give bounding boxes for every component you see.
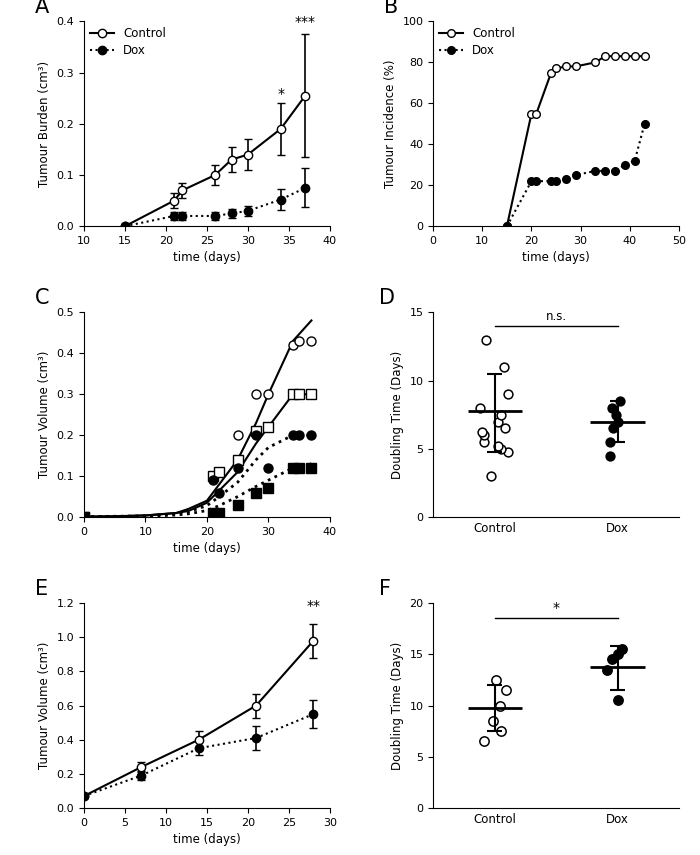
- Point: [479, 734, 490, 748]
- Point: [487, 714, 498, 728]
- Point: [612, 415, 624, 428]
- Point: [492, 415, 503, 428]
- Text: C: C: [35, 288, 49, 308]
- Y-axis label: Doubling Time (Days): Doubling Time (Days): [391, 351, 404, 479]
- Text: *: *: [552, 601, 559, 616]
- Point: [496, 442, 507, 456]
- Text: D: D: [379, 288, 395, 308]
- Point: [604, 449, 615, 463]
- Point: [612, 647, 623, 661]
- Point: [479, 428, 490, 442]
- Point: [496, 724, 507, 738]
- Y-axis label: Tumour Burden (cm³): Tumour Burden (cm³): [38, 61, 51, 187]
- X-axis label: time (days): time (days): [173, 251, 241, 264]
- Point: [476, 426, 487, 439]
- X-axis label: time (days): time (days): [522, 251, 590, 264]
- Text: **: **: [307, 599, 321, 613]
- Point: [499, 360, 510, 374]
- Point: [500, 683, 512, 697]
- Point: [490, 673, 501, 687]
- Point: [606, 652, 617, 666]
- Point: [480, 333, 491, 346]
- Text: E: E: [35, 579, 48, 599]
- Point: [615, 394, 626, 408]
- Y-axis label: Tumour Volume (cm³): Tumour Volume (cm³): [38, 351, 51, 478]
- Point: [616, 642, 627, 656]
- Point: [503, 387, 514, 401]
- Point: [601, 663, 612, 676]
- Point: [503, 445, 514, 458]
- Text: ***: ***: [295, 15, 316, 29]
- Point: [604, 435, 615, 449]
- Point: [492, 439, 503, 453]
- Text: B: B: [384, 0, 398, 17]
- Y-axis label: Tumour Volume (cm³): Tumour Volume (cm³): [38, 642, 51, 770]
- Text: A: A: [35, 0, 49, 17]
- Point: [610, 408, 622, 422]
- Text: F: F: [379, 579, 391, 599]
- Point: [475, 401, 486, 415]
- Point: [495, 408, 506, 422]
- Point: [494, 699, 505, 712]
- Y-axis label: Tumour Incidence (%): Tumour Incidence (%): [384, 60, 397, 188]
- Point: [485, 469, 496, 483]
- Text: *: *: [277, 86, 284, 101]
- Point: [612, 693, 623, 707]
- Text: n.s.: n.s.: [545, 310, 566, 323]
- Point: [607, 422, 618, 435]
- Point: [607, 401, 618, 415]
- Legend: Control, Dox: Control, Dox: [90, 27, 166, 56]
- Y-axis label: Doubling Time (Days): Doubling Time (Days): [391, 641, 404, 770]
- Legend: Control, Dox: Control, Dox: [439, 27, 515, 56]
- X-axis label: time (days): time (days): [173, 542, 241, 556]
- X-axis label: time (days): time (days): [173, 834, 241, 846]
- Point: [479, 435, 490, 449]
- Point: [500, 422, 511, 435]
